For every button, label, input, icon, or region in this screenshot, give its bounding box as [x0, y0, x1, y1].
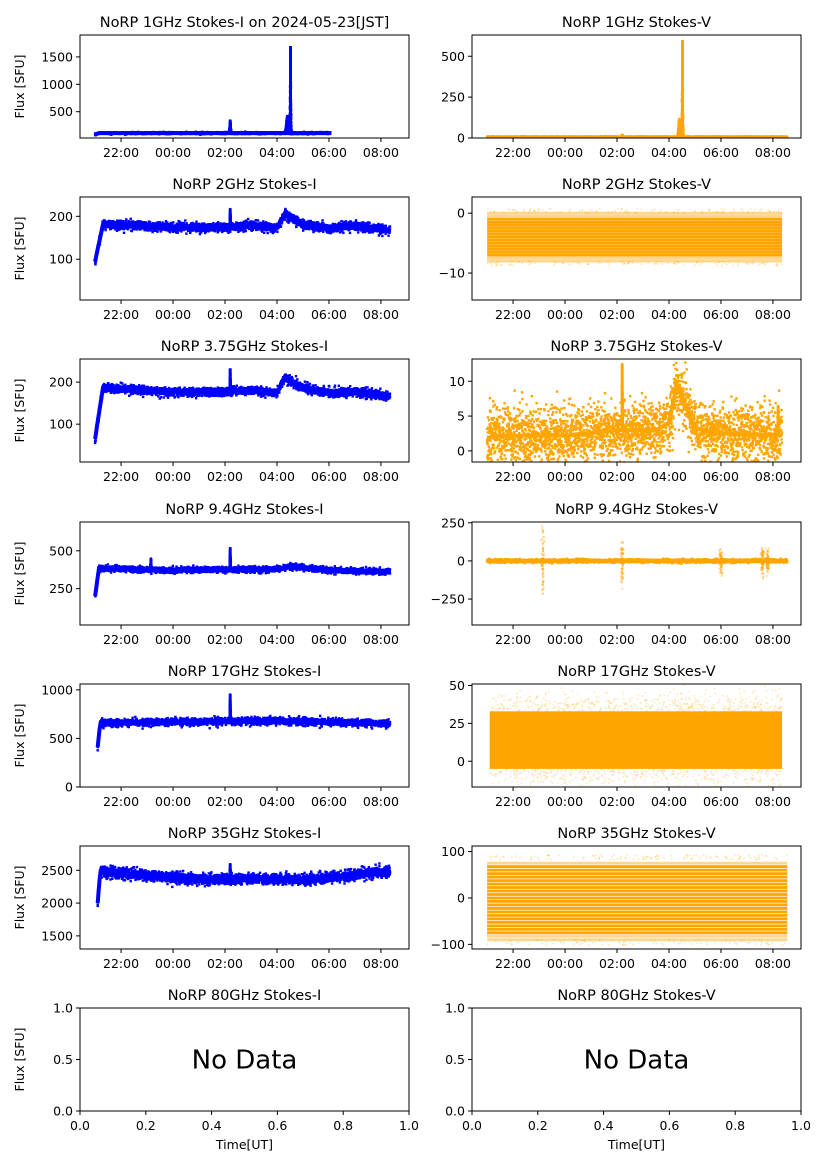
y-tick-label: 1500 [41, 49, 73, 64]
axes-frame [79, 34, 410, 139]
y-tick-label: 1000 [41, 77, 73, 92]
data-point [291, 131, 294, 135]
chart-title: NoRP 1GHz Stokes-I on 2024-05-23[JST] [100, 15, 390, 31]
x-tick-label: 06:00 [311, 145, 347, 160]
data-point [281, 132, 284, 135]
data-point [287, 131, 290, 134]
plot-area [485, 39, 789, 138]
x-tick-label: 04:00 [259, 145, 295, 160]
x-tick-label: 22:00 [103, 145, 139, 160]
data-points [93, 45, 332, 137]
y-tick-label: 500 [49, 104, 73, 119]
data-core [94, 131, 331, 137]
y-axis-label: Flux [SFU] [12, 55, 27, 119]
data-point [283, 131, 286, 134]
chart-1ghz-i: NoRP 1GHz Stokes-I on 2024-05-23[JST] 500… [12, 15, 410, 160]
data-point [283, 130, 286, 133]
x-tick-label: 00:00 [155, 145, 191, 160]
x-tick-label: 02:00 [207, 145, 243, 160]
data-points [485, 39, 789, 138]
plot-area [93, 45, 332, 137]
chart-title: NoRP 1GHz Stokes-V [562, 15, 711, 31]
x-tick-label: 08:00 [363, 145, 399, 160]
